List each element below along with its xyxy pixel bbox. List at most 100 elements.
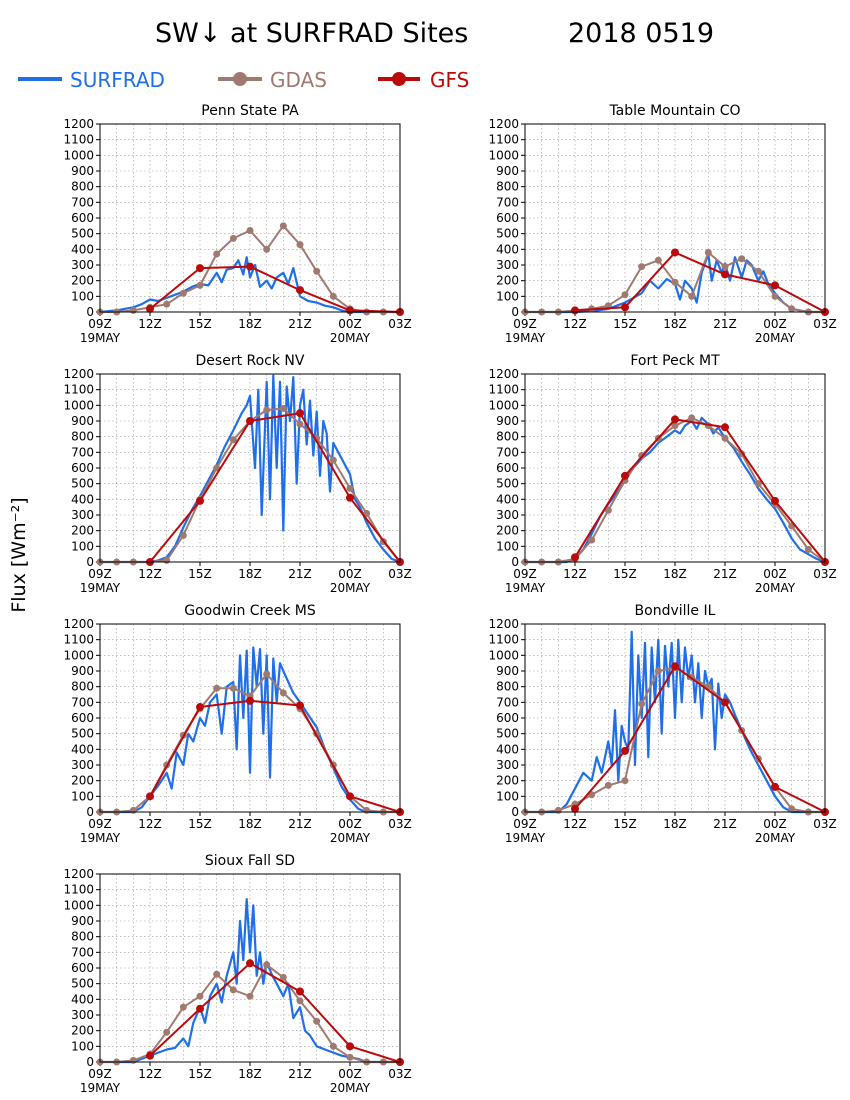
legend: SURFRAD GDAS GFS <box>18 68 469 92</box>
data-point-gdas <box>554 806 562 814</box>
y-tick-label: 1200 <box>63 617 94 631</box>
data-point-gfs <box>671 248 679 257</box>
x-date-label: 20MAY <box>330 581 371 595</box>
y-tick-label: 100 <box>496 789 519 803</box>
x-tick-label: 12Z <box>138 1067 162 1081</box>
data-point-gdas <box>638 700 646 708</box>
series-line-gfs <box>574 418 825 563</box>
y-tick-label: 100 <box>71 1039 94 1053</box>
x-tick-label: 21Z <box>288 317 312 331</box>
data-point-gfs <box>621 303 629 312</box>
data-point-gfs <box>721 698 729 707</box>
y-tick-label: 300 <box>71 758 94 772</box>
x-tick-label: 18Z <box>238 1067 262 1081</box>
x-tick-label: 21Z <box>713 817 737 831</box>
data-point-gdas <box>638 263 646 271</box>
data-point-gdas <box>688 414 696 422</box>
x-tick-label: 21Z <box>288 567 312 581</box>
data-point-gdas <box>671 278 679 286</box>
data-point-gdas <box>129 806 137 814</box>
data-point-gdas <box>704 248 712 256</box>
x-tick-label: 18Z <box>238 317 262 331</box>
x-tick-label: 00Z <box>338 1067 362 1081</box>
y-tick-label: 100 <box>496 539 519 553</box>
x-date-label: 19MAY <box>505 831 546 845</box>
data-point-gfs <box>246 262 254 271</box>
data-point-gfs <box>296 987 304 996</box>
legend-surfrad-label: SURFRAD <box>70 68 165 92</box>
series-line-gfs <box>149 265 400 313</box>
data-point-gdas <box>604 506 612 514</box>
data-point-gdas <box>263 406 271 414</box>
data-point-gfs <box>196 496 204 505</box>
data-point-gdas <box>129 1056 137 1064</box>
data-point-gfs <box>771 782 779 791</box>
series-line-gdas <box>525 416 825 563</box>
data-point-gdas <box>329 1042 337 1050</box>
y-tick-label: 700 <box>71 195 94 209</box>
y-tick-label: 700 <box>496 695 519 709</box>
data-point-gdas <box>621 291 629 299</box>
data-point-gdas <box>229 986 237 994</box>
x-tick-label: 00Z <box>338 817 362 831</box>
x-tick-label: 15Z <box>613 317 637 331</box>
data-point-gdas <box>604 781 612 789</box>
data-point-gdas <box>329 292 337 300</box>
data-point-gfs <box>571 553 579 562</box>
data-point-gdas <box>329 456 337 464</box>
data-point-gfs <box>346 1042 354 1051</box>
y-tick-label: 600 <box>496 711 519 725</box>
y-tick-label: 500 <box>496 727 519 741</box>
y-tick-label: 600 <box>496 461 519 475</box>
y-tick-label: 1000 <box>488 148 519 162</box>
x-tick-label: 03Z <box>388 1067 412 1081</box>
data-point-gdas <box>804 545 812 553</box>
data-point-gdas <box>654 256 662 264</box>
data-point-gdas <box>754 480 762 488</box>
x-date-label: 19MAY <box>80 581 121 595</box>
y-tick-label: 1200 <box>63 867 94 881</box>
data-point-gdas <box>313 267 321 275</box>
data-point-gfs <box>196 264 204 273</box>
y-tick-label: 500 <box>71 977 94 991</box>
x-tick-label: 12Z <box>138 317 162 331</box>
y-tick-label: 200 <box>71 524 94 538</box>
y-tick-label: 900 <box>496 664 519 678</box>
data-point-gdas <box>721 263 729 271</box>
data-point-gdas <box>213 970 221 978</box>
x-tick-label: 03Z <box>388 817 412 831</box>
data-point-gfs <box>196 703 204 712</box>
data-point-gdas <box>196 992 204 1000</box>
x-tick-label: 21Z <box>713 567 737 581</box>
y-tick-label: 700 <box>71 445 94 459</box>
panel-title: Penn State PA <box>201 103 299 119</box>
y-tick-label: 100 <box>496 289 519 303</box>
y-tick-label: 800 <box>71 930 94 944</box>
data-point-gfs <box>771 496 779 505</box>
panels: Penn State PA010020030040050060070080090… <box>63 103 836 1095</box>
data-point-gdas <box>346 484 354 492</box>
x-date-label: 20MAY <box>330 331 371 345</box>
data-point-gfs <box>621 471 629 480</box>
x-tick-label: 18Z <box>663 317 687 331</box>
y-tick-label: 1000 <box>63 398 94 412</box>
x-tick-label: 00Z <box>338 317 362 331</box>
y-tick-label: 800 <box>496 680 519 694</box>
x-tick-label: 21Z <box>288 817 312 831</box>
y-tick-label: 400 <box>496 742 519 756</box>
y-tick-label: 1200 <box>488 117 519 131</box>
data-point-gdas <box>246 227 254 235</box>
data-point-gfs <box>146 792 154 801</box>
x-date-label: 19MAY <box>80 1081 121 1095</box>
panel-title: Goodwin Creek MS <box>184 603 316 619</box>
data-point-gdas <box>196 281 204 289</box>
y-tick-label: 600 <box>71 711 94 725</box>
data-point-gfs <box>346 493 354 502</box>
y-tick-label: 300 <box>496 508 519 522</box>
x-tick-label: 18Z <box>663 817 687 831</box>
y-tick-label: 900 <box>496 414 519 428</box>
y-tick-label: 200 <box>71 274 94 288</box>
